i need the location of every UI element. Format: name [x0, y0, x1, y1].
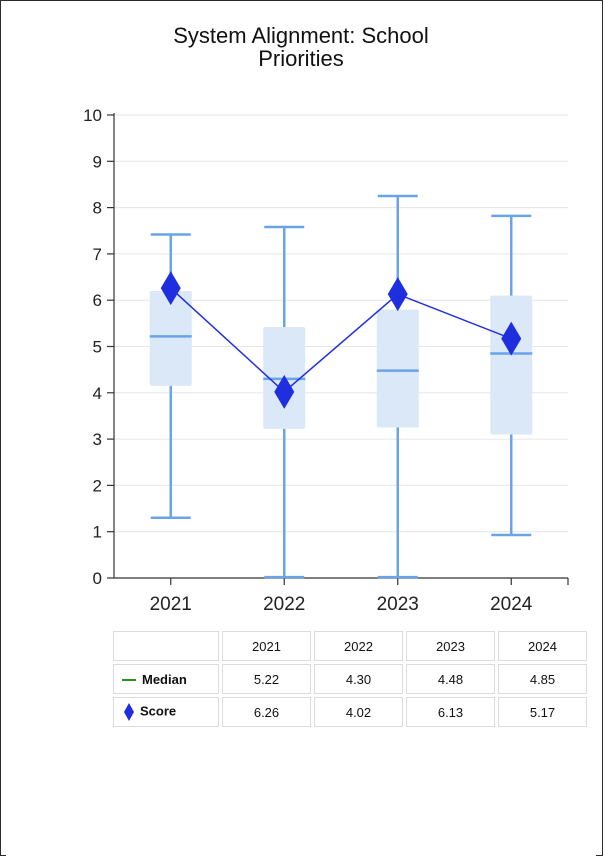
table-cell: 5.22 — [222, 664, 311, 694]
table-row: Median 5.22 4.30 4.48 4.85 — [113, 664, 587, 694]
y-tick-label: 5 — [93, 338, 102, 357]
table-cell: 5.17 — [498, 697, 587, 727]
chart-title: System Alignment: School Priorities — [6, 24, 596, 70]
axes: 0 1 2 3 4 5 6 7 8 9 10 2021 2022 2023 2024 — [83, 106, 569, 615]
score-point — [274, 374, 295, 409]
chart-title-line-1: System Alignment: School — [173, 23, 429, 48]
chart-title-line-2: Priorities — [258, 46, 344, 71]
y-tick-label: 2 — [93, 476, 102, 495]
box-plot-chart: 0 1 2 3 4 5 6 7 8 9 10 2021 2022 2023 2024 — [83, 106, 569, 615]
table-cell: 4.48 — [406, 664, 495, 694]
score-row-label-text: Score — [140, 703, 177, 719]
box-rect — [149, 290, 192, 386]
table-cell: 6.26 — [222, 697, 311, 727]
y-tick-label: 9 — [93, 152, 102, 171]
median-row-label-text: Median — [142, 671, 187, 687]
table-cell: 4.30 — [314, 664, 403, 694]
table-corner-cell — [113, 631, 219, 661]
score-line — [170, 287, 512, 393]
x-tick-label: 2022 — [263, 594, 305, 615]
score-point — [387, 277, 408, 312]
table-header-cell: 2023 — [406, 631, 495, 661]
y-tick-label: 3 — [93, 430, 102, 449]
score-point — [501, 321, 522, 356]
table-cell: 4.85 — [498, 664, 587, 694]
y-tick-label: 8 — [93, 199, 102, 218]
score-legend-diamond-icon — [124, 703, 134, 721]
score-row-label: Score — [113, 697, 219, 727]
table-row: Score 6.26 4.02 6.13 5.17 — [113, 697, 587, 727]
score-series — [160, 271, 522, 409]
y-tick-label: 6 — [93, 291, 102, 310]
table-header-row: 2021 2022 2023 2024 — [113, 631, 587, 661]
y-tick-label: 7 — [93, 245, 102, 264]
y-tick-label: 0 — [93, 569, 102, 588]
x-tick-label: 2024 — [490, 594, 533, 615]
median-row-label: Median — [113, 664, 219, 694]
box-rect — [376, 309, 419, 428]
table-header-cell: 2024 — [498, 631, 587, 661]
box-series — [149, 194, 533, 579]
table-header-cell: 2022 — [314, 631, 403, 661]
score-point — [160, 271, 181, 306]
x-tick-label: 2021 — [150, 594, 192, 615]
median-legend-icon — [122, 679, 136, 682]
y-tick-label: 10 — [83, 106, 102, 125]
table-cell: 6.13 — [406, 697, 495, 727]
table-header-cell: 2021 — [222, 631, 311, 661]
y-tick-label: 1 — [93, 523, 102, 542]
box-rect — [490, 295, 533, 435]
table-cell: 4.02 — [314, 697, 403, 727]
y-tick-label: 4 — [93, 384, 102, 403]
x-tick-label: 2023 — [377, 594, 419, 615]
summary-table: 2021 2022 2023 2024 Median 5.22 4.30 4.4… — [110, 628, 590, 730]
